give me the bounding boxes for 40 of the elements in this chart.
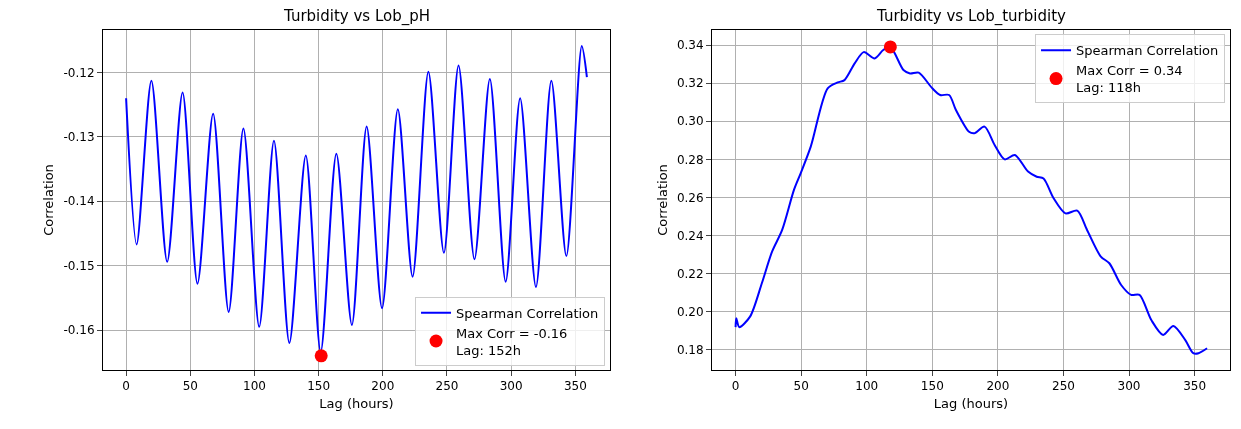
chart-title: Turbidity vs Lob_pH bbox=[283, 7, 431, 26]
y-tick-label: 0.30 bbox=[676, 114, 704, 129]
x-axis-title: Lag (hours) bbox=[933, 396, 1009, 411]
y-tick-label: 0.20 bbox=[676, 305, 704, 320]
x-tick-label: 300 bbox=[499, 379, 523, 394]
x-tick-label: 0 bbox=[122, 379, 130, 394]
legend-label: Spearman Correlation bbox=[456, 305, 599, 321]
x-tick-label: 150 bbox=[307, 379, 331, 394]
x-tick-label: 100 bbox=[855, 379, 879, 394]
chart-title: Turbidity vs Lob_turbidity bbox=[876, 7, 1067, 26]
y-tick-label: 0.32 bbox=[676, 76, 704, 91]
legend-label: Max Corr = -0.16 Lag: 152h bbox=[456, 325, 568, 358]
x-tick-label: 350 bbox=[563, 379, 587, 394]
y-tick-label: -0.15 bbox=[63, 258, 95, 273]
x-tick-label: 350 bbox=[1183, 379, 1207, 394]
y-tick-label: -0.16 bbox=[63, 323, 95, 338]
y-tick-label: -0.13 bbox=[63, 130, 95, 145]
legend-label: Spearman Correlation bbox=[1076, 43, 1219, 59]
y-tick-label: 0.22 bbox=[676, 266, 704, 281]
x-tick-label: 200 bbox=[371, 379, 395, 394]
y-tick-label: 0.26 bbox=[676, 190, 704, 205]
y-tick-label: 0.34 bbox=[676, 38, 704, 53]
x-tick-label: 0 bbox=[731, 379, 740, 394]
y-tick-label: -0.12 bbox=[63, 65, 95, 80]
x-tick-label: 200 bbox=[986, 379, 1010, 394]
x-axis-title: Lag (hours) bbox=[319, 396, 394, 411]
y-tick-label: 0.18 bbox=[676, 343, 704, 358]
y-tick-label: 0.24 bbox=[676, 228, 704, 243]
x-tick-label: 250 bbox=[435, 379, 459, 394]
x-tick-label: 150 bbox=[920, 379, 944, 394]
x-tick-label: 100 bbox=[243, 379, 266, 394]
y-axis-title: Correlation bbox=[654, 164, 670, 236]
x-tick-label: 300 bbox=[1117, 379, 1141, 394]
legend-label: Max Corr = 0.34 Lag: 118h bbox=[1076, 63, 1183, 96]
y-axis-title: Correlation bbox=[41, 164, 57, 236]
x-tick-label: 50 bbox=[793, 379, 809, 394]
x-tick-label: 250 bbox=[1052, 379, 1075, 394]
y-tick-label: 0.28 bbox=[676, 152, 704, 167]
x-tick-label: 50 bbox=[182, 379, 198, 394]
y-tick-label: -0.14 bbox=[63, 194, 95, 209]
